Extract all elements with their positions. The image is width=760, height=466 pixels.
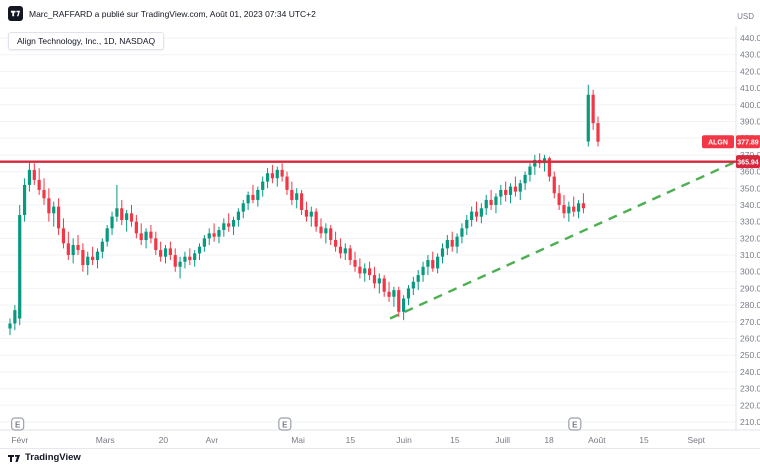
svg-text:370.00: 370.00: [740, 150, 760, 160]
attribution-bar: Marc_RAFFARD a publié sur TradingView.co…: [8, 6, 316, 21]
svg-text:390.00: 390.00: [740, 116, 760, 126]
svg-text:350.00: 350.00: [740, 183, 760, 193]
svg-text:330.00: 330.00: [740, 217, 760, 227]
svg-text:410.00: 410.00: [740, 83, 760, 93]
earnings-icon[interactable]: [278, 417, 292, 431]
candlestick-series: [8, 84, 600, 336]
svg-text:210.00: 210.00: [740, 417, 760, 427]
svg-text:220.00: 220.00: [740, 400, 760, 410]
tradingview-footer-brand[interactable]: TradingView: [25, 452, 81, 463]
svg-text:Juill: Juill: [495, 435, 510, 445]
svg-text:260.00: 260.00: [740, 334, 760, 344]
svg-text:420.00: 420.00: [740, 66, 760, 76]
svg-text:Mai: Mai: [291, 435, 305, 445]
last-price-badge: [736, 135, 760, 149]
svg-text:440.00: 440.00: [740, 33, 760, 43]
symbol-legend[interactable]: Align Technology, Inc., 1D, NASDAQ: [8, 32, 165, 50]
svg-text:280.00: 280.00: [740, 300, 760, 310]
svg-text:Août: Août: [588, 435, 606, 445]
hline-price-badge: [736, 155, 760, 169]
svg-text:Mars: Mars: [96, 435, 115, 445]
svg-text:250.00: 250.00: [740, 350, 760, 360]
svg-text:Sept: Sept: [688, 435, 706, 445]
currency-label: USD: [737, 12, 754, 21]
svg-text:15: 15: [346, 435, 356, 445]
tradingview-footer-logo-icon: [8, 452, 20, 464]
footer-bar: TradingView: [0, 448, 760, 466]
svg-text:340.00: 340.00: [740, 200, 760, 210]
price-axis[interactable]: 440.00430.00420.00410.00400.00390.00380.…: [740, 33, 760, 427]
svg-text:310.00: 310.00: [740, 250, 760, 260]
svg-text:18: 18: [544, 435, 554, 445]
svg-text:E: E: [282, 421, 288, 430]
svg-text:15: 15: [450, 435, 460, 445]
svg-text:320.00: 320.00: [740, 233, 760, 243]
svg-text:400.00: 400.00: [740, 100, 760, 110]
svg-text:360.00: 360.00: [740, 167, 760, 177]
attribution-text: Marc_RAFFARD a publié sur TradingView.co…: [29, 8, 316, 19]
svg-text:15: 15: [639, 435, 649, 445]
symbol-badge: [702, 135, 734, 149]
svg-text:230.00: 230.00: [740, 384, 760, 394]
svg-text:290.00: 290.00: [740, 283, 760, 293]
svg-text:270.00: 270.00: [740, 317, 760, 327]
svg-text:20: 20: [159, 435, 169, 445]
grid: [0, 37, 736, 423]
svg-text:E: E: [572, 421, 578, 430]
svg-text:Févr: Févr: [11, 435, 28, 445]
svg-text:430.00: 430.00: [740, 50, 760, 60]
time-axis[interactable]: Févr Mars 20 Avr Mai 15 Juin 15 Juill 18 Août 15 Sep…: [11, 435, 705, 445]
trendline[interactable]: [389, 160, 737, 320]
svg-text:Juin: Juin: [396, 435, 412, 445]
svg-text:300.00: 300.00: [740, 267, 760, 277]
earnings-icon[interactable]: [568, 417, 582, 431]
svg-text:Avr: Avr: [206, 435, 219, 445]
svg-text:240.00: 240.00: [740, 367, 760, 377]
svg-text:365.94: 365.94: [737, 159, 759, 166]
earnings-icon[interactable]: [11, 417, 25, 431]
svg-text:E: E: [15, 421, 21, 430]
svg-text:377.89: 377.89: [737, 139, 759, 146]
tradingview-logo-icon: [8, 6, 23, 21]
svg-text:ALGN: ALGN: [708, 139, 728, 146]
